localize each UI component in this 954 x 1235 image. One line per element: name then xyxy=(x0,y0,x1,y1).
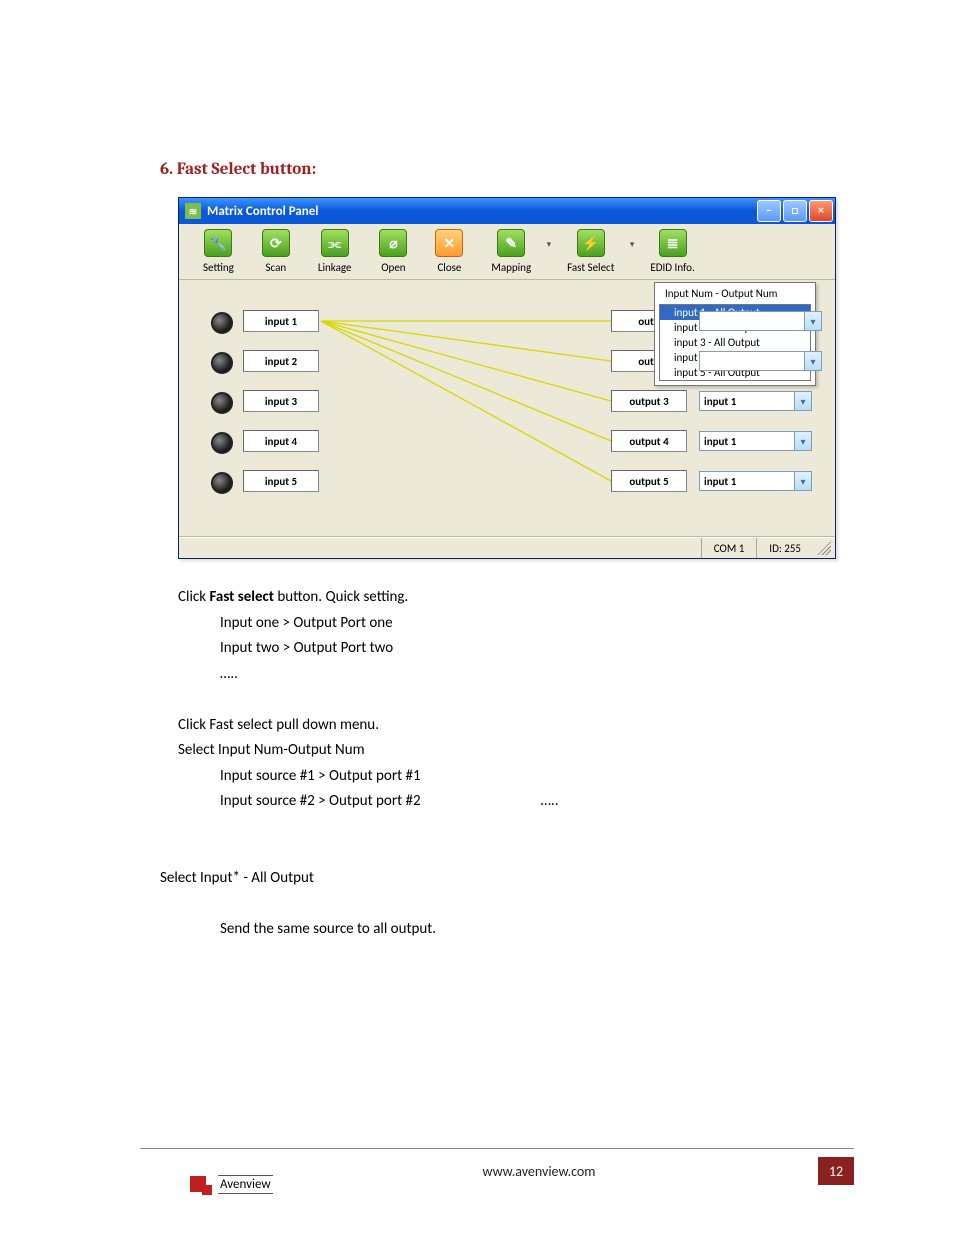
chevron-down-icon: ▾ xyxy=(547,239,552,250)
body-text: Click Fast select button. Quick setting.… xyxy=(178,585,834,942)
toolbar-label: Scan xyxy=(266,261,287,274)
x-icon: ✕ xyxy=(435,229,463,257)
close-button[interactable]: ✕ Close xyxy=(421,229,477,274)
chevron-down-icon: ▾ xyxy=(630,239,635,250)
brand-logo: Avenview xyxy=(190,1173,273,1195)
status-com: COM 1 xyxy=(701,538,757,558)
input-port-4[interactable] xyxy=(211,432,233,454)
linkage-button[interactable]: ⫘ Linkage xyxy=(304,229,366,274)
map-icon: ✎ xyxy=(497,229,525,257)
combo-value: input 1 xyxy=(699,431,794,451)
fast-select-button[interactable]: ⚡ Fast Select ▾ xyxy=(553,229,636,274)
input-box-2[interactable]: input 2 xyxy=(243,350,319,372)
mapping-button[interactable]: ✎ Mapping ▾ xyxy=(477,229,553,274)
input-box-3[interactable]: input 3 xyxy=(243,390,319,412)
output-combo-2[interactable]: ▾ xyxy=(699,351,822,371)
link-icon: ⫘ xyxy=(321,229,349,257)
input-box-4[interactable]: input 4 xyxy=(243,430,319,452)
edid-icon: ≣ xyxy=(659,229,687,257)
section-heading: 6. Fast Select button: xyxy=(160,160,834,179)
scan-button[interactable]: ⟳ Scan xyxy=(248,229,304,274)
toolbar-label: Linkage xyxy=(318,261,352,274)
input-port-3[interactable] xyxy=(211,392,233,414)
setting-button[interactable]: 🔧 Setting xyxy=(189,229,248,274)
input-box-5[interactable]: input 5 xyxy=(243,470,319,492)
footer: www.avenview.com 12 xyxy=(0,1148,954,1185)
unlink-icon: ⌀ xyxy=(379,229,407,257)
output-combo-5[interactable]: input 1▾ xyxy=(699,471,812,491)
bolt-icon: ⚡ xyxy=(577,229,605,257)
close-button[interactable]: × xyxy=(809,200,833,222)
output-combo-1[interactable]: ▾ xyxy=(699,311,822,331)
output-box-5[interactable]: output 5 xyxy=(611,470,687,492)
resize-grip[interactable] xyxy=(817,541,831,555)
toolbar-label: EDID Info. xyxy=(650,261,694,274)
open-button[interactable]: ⌀ Open xyxy=(365,229,421,274)
output-box-4[interactable]: output 4 xyxy=(611,430,687,452)
input-port-2[interactable] xyxy=(211,352,233,374)
app-icon: ≋ xyxy=(185,203,201,219)
input-box-1[interactable]: input 1 xyxy=(243,310,319,332)
chevron-down-icon: ▾ xyxy=(794,431,812,451)
toolbar-label: Setting xyxy=(203,261,234,274)
statusbar: COM 1 ID: 255 xyxy=(179,537,835,558)
combo-value: input 1 xyxy=(699,471,794,491)
titlebar: ≋ Matrix Control Panel – □ × xyxy=(179,198,835,224)
chevron-down-icon: ▾ xyxy=(794,471,812,491)
chevron-down-icon: ▾ xyxy=(794,391,812,411)
wrench-icon: 🔧 xyxy=(204,229,232,257)
refresh-icon: ⟳ xyxy=(262,229,290,257)
output-combo-4[interactable]: input 1▾ xyxy=(699,431,812,451)
minimize-button[interactable]: – xyxy=(757,200,781,222)
output-combo-3[interactable]: input 1▾ xyxy=(699,391,812,411)
toolbar-label: Open xyxy=(381,261,405,274)
toolbar: 🔧 Setting ⟳ Scan ⫘ Linkage ⌀ Open ✕ Close ✎ Mapping… xyxy=(179,224,835,280)
input-port-1[interactable] xyxy=(211,312,233,334)
maximize-button[interactable]: □ xyxy=(783,200,807,222)
page-number: 12 xyxy=(818,1157,854,1185)
output-box-3[interactable]: output 3 xyxy=(611,390,687,412)
footer-url: www.avenview.com xyxy=(260,1163,818,1180)
edid-info--button[interactable]: ≣ EDID Info. xyxy=(636,229,708,274)
window-title: Matrix Control Panel xyxy=(207,204,319,219)
input-port-5[interactable] xyxy=(211,472,233,494)
toolbar-label: Fast Select xyxy=(567,261,614,274)
combo-value: input 1 xyxy=(699,391,794,411)
toolbar-label: Mapping xyxy=(491,261,531,274)
dropdown-header: Input Num - Output Num xyxy=(655,285,815,302)
dropdown-item[interactable]: input 3 - All Output xyxy=(660,335,810,350)
status-id: ID: 255 xyxy=(756,538,813,558)
workspace: input 1input 2input 3input 4input 5outpo… xyxy=(179,280,835,537)
window: ≋ Matrix Control Panel – □ × 🔧 Setting ⟳ Sc… xyxy=(178,197,836,559)
toolbar-label: Close xyxy=(437,261,461,274)
